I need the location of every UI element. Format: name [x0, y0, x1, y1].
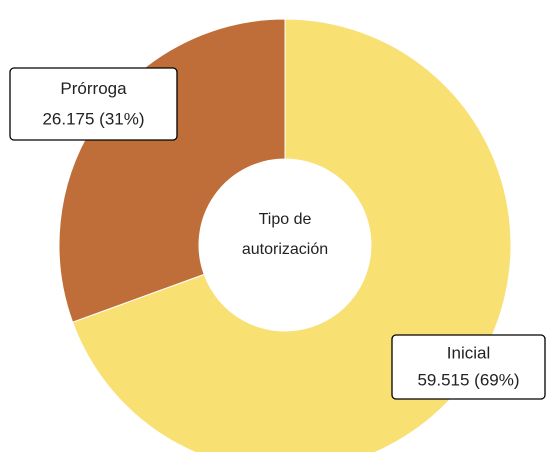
value-label: 59.515 (69%) [417, 371, 519, 390]
value-label: 26.175 (31%) [42, 109, 144, 128]
donut-slice [58, 18, 286, 323]
label-box [391, 334, 546, 400]
slice-label: Inicial [447, 344, 490, 363]
label-box [9, 67, 178, 141]
chart-title: Tipo de autorización [241, 211, 329, 258]
slice-label: Prórroga [60, 79, 127, 98]
